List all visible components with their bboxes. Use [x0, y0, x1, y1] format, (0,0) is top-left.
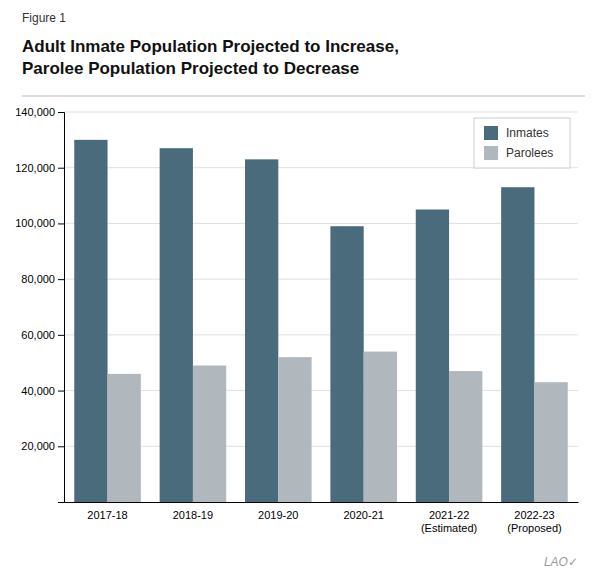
title-line: Adult Inmate Population Projected to Inc… — [22, 37, 399, 56]
grid-line — [64, 112, 578, 113]
y-tick-label: 80,000 — [21, 273, 55, 285]
watermark: LAO✓ — [544, 555, 578, 569]
y-tick-mark — [58, 279, 64, 280]
x-tick-label-line: 2019-20 — [258, 509, 298, 521]
title-line: Parolee Population Projected to Decrease — [22, 59, 359, 78]
legend-swatch — [484, 146, 498, 160]
figure-label: Figure 1 — [22, 11, 66, 25]
x-tick-label-line: (Proposed) — [507, 522, 561, 534]
x-tick: 2020-21 — [344, 502, 384, 521]
y-tick-mark — [58, 446, 64, 447]
y-axis-line — [58, 113, 65, 503]
x-tick: 2018-19 — [173, 502, 213, 521]
x-tick: 2019-20 — [258, 502, 298, 521]
y-tick-mark — [58, 391, 64, 392]
bar — [74, 140, 107, 502]
y-tick-mark — [58, 168, 64, 169]
x-tick-label: 2018-19 — [173, 509, 213, 521]
legend-label: Parolees — [506, 146, 553, 160]
y-tick-label: 60,000 — [21, 329, 55, 341]
bar-series — [108, 352, 568, 502]
bar — [364, 352, 397, 502]
bar — [416, 210, 449, 503]
plot: 20,000 40,000 60,000 80,000 100,000 120,000 14… — [15, 106, 578, 534]
x-tick-label-line: (Estimated) — [421, 522, 477, 534]
y-tick: 140,000 — [15, 106, 64, 118]
grid-line — [64, 279, 578, 280]
grid-line — [64, 390, 578, 391]
bar — [330, 226, 363, 502]
y-tick: 120,000 — [15, 162, 64, 174]
legend-label: Inmates — [506, 126, 549, 140]
x-tick-label: 2021-22(Estimated) — [421, 509, 477, 534]
bar — [193, 366, 226, 503]
x-tick: 2021-22(Estimated) — [421, 502, 477, 534]
legend-item: Parolees — [484, 146, 553, 160]
x-axis-line — [65, 502, 579, 503]
x-tick-label-line: 2021-22 — [429, 509, 469, 521]
bar — [160, 148, 193, 502]
grid — [64, 112, 578, 446]
y-tick-label: 20,000 — [21, 440, 55, 452]
x-tick: 2017-18 — [87, 502, 127, 521]
bar — [534, 382, 567, 502]
legend-item: Inmates — [484, 126, 549, 140]
y-axis: 20,000 40,000 60,000 80,000 100,000 120,000 14… — [15, 106, 64, 502]
y-tick-label: 40,000 — [21, 385, 55, 397]
y-tick-label: 120,000 — [15, 162, 55, 174]
x-tick-label: 2019-20 — [258, 509, 298, 521]
bar — [108, 374, 141, 502]
legend-swatch — [484, 126, 498, 140]
x-tick-label-line: 2020-21 — [344, 509, 384, 521]
x-tick-label: 2020-21 — [344, 509, 384, 521]
y-tick-label: 100,000 — [15, 217, 55, 229]
legend-box — [474, 118, 570, 168]
y-tick: 80,000 — [21, 273, 64, 285]
x-tick-label-line: 2017-18 — [87, 509, 127, 521]
y-tick-label: 140,000 — [15, 106, 55, 118]
grid-line — [64, 334, 578, 335]
y-tick-mark — [58, 335, 64, 336]
title: Adult Inmate Population Projected to Inc… — [22, 37, 399, 78]
grid-line — [64, 223, 578, 224]
x-tick-label-line: 2022-23 — [514, 509, 554, 521]
bar — [501, 187, 534, 502]
bar — [449, 371, 482, 502]
legend: Inmates Parolees — [474, 118, 570, 168]
title-rule — [22, 96, 585, 97]
x-tick: 2022-23(Proposed) — [507, 502, 561, 534]
grid-line — [64, 446, 578, 447]
chart: Figure 1 LAO✓ Adult Inmate Population Proj… — [0, 0, 600, 574]
bar-series — [74, 140, 534, 502]
x-axis: 2017-18 2018-19 2019-20 2020-21 2021-22(Esti… — [65, 502, 579, 534]
y-tick: 100,000 — [15, 217, 64, 229]
x-tick-label: 2017-18 — [87, 509, 127, 521]
y-tick-mark — [58, 112, 64, 113]
y-tick-mark — [58, 223, 64, 224]
bars — [74, 140, 568, 502]
y-tick: 60,000 — [21, 329, 64, 341]
y-tick: 40,000 — [21, 385, 64, 397]
x-tick-label: 2022-23(Proposed) — [507, 509, 561, 534]
bar — [278, 357, 311, 502]
bar — [245, 159, 278, 502]
x-tick-label-line: 2018-19 — [173, 509, 213, 521]
y-tick: 20,000 — [21, 440, 64, 452]
